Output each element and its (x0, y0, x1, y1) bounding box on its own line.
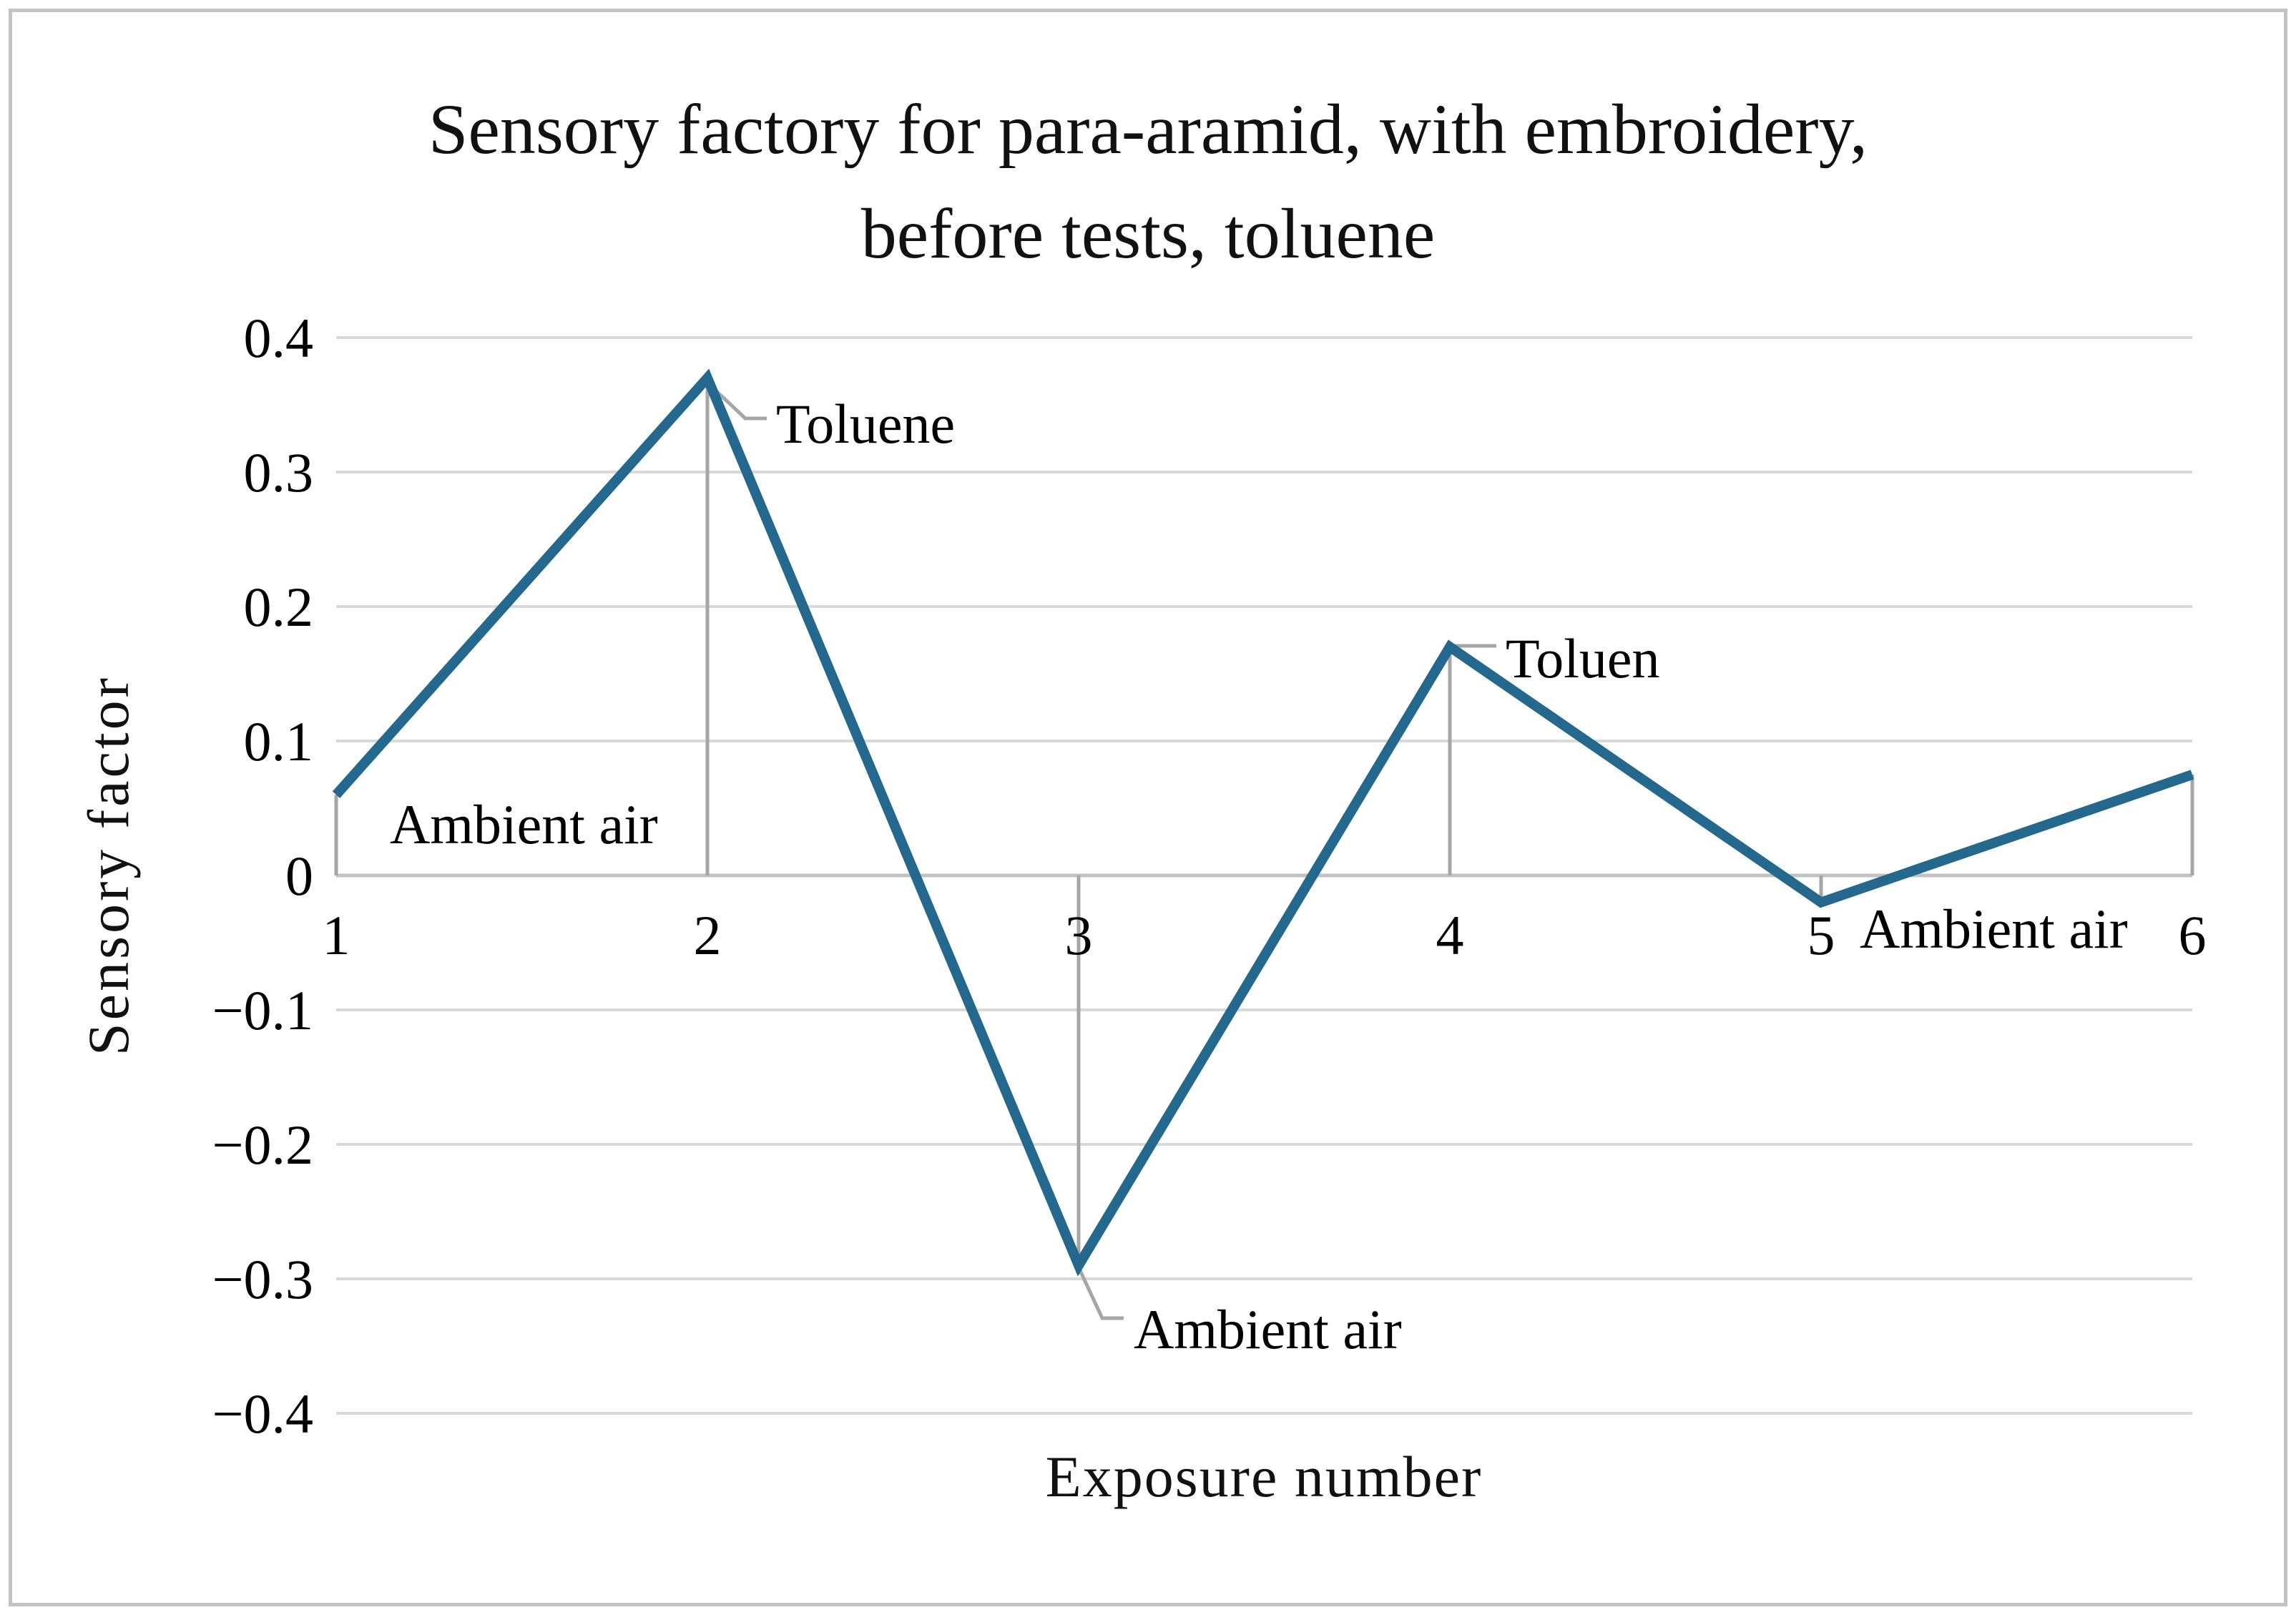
y-tick-label: −0.4 (212, 1383, 314, 1445)
annotation-label: Toluene (776, 393, 955, 455)
y-tick-label: 0.1 (244, 710, 314, 772)
y-tick-label: −0.1 (212, 979, 314, 1041)
x-tick-label: 2 (694, 904, 722, 966)
annotation-label: Toluen (1506, 627, 1660, 689)
y-tick-label: −0.3 (212, 1248, 314, 1310)
x-axis-title: Exposure number (1045, 1444, 1483, 1509)
annotation-label: Ambient air (390, 793, 658, 855)
y-tick-label: 0.3 (244, 441, 314, 504)
data-line-series (332, 368, 2194, 1277)
chart-title: Sensory factory for para-aramid, with em… (0, 77, 2296, 286)
y-tick-label: −0.2 (212, 1114, 314, 1176)
y-tick-label: 0 (285, 845, 313, 907)
annotation-label: Ambient air (1860, 898, 2128, 960)
figure-border (9, 9, 2287, 1606)
chart-title-line1: Sensory factory for para-aramid, with em… (428, 89, 1868, 169)
y-tick-label: 0.2 (244, 576, 314, 638)
x-tick-label: 4 (1436, 904, 1464, 966)
chart-title-line2: before tests, toluene (860, 194, 1436, 273)
x-tick-label: 5 (1807, 904, 1835, 966)
y-tick-label: 0.4 (244, 307, 314, 369)
x-tick-label: 1 (323, 904, 350, 966)
annotation-leader-line (706, 381, 767, 421)
x-tick-label: 3 (1065, 904, 1093, 966)
annotation-label: Ambient air (1134, 1298, 1402, 1360)
x-tick-label: 6 (2179, 904, 2207, 966)
annotation-leader-line (1076, 1266, 1124, 1320)
